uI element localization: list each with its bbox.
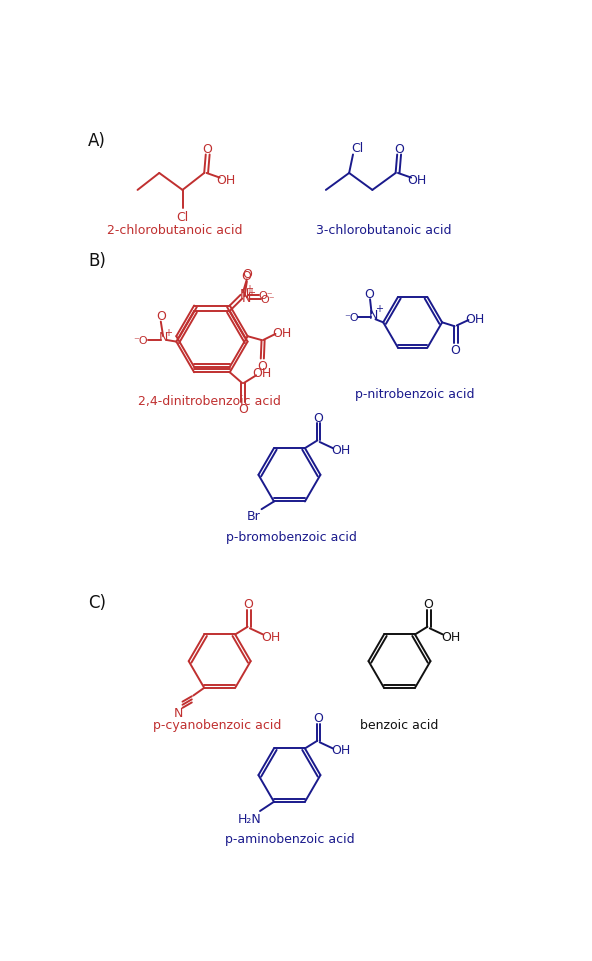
Text: +: +: [245, 283, 253, 293]
Text: OH: OH: [465, 312, 484, 326]
Text: benzoic acid: benzoic acid: [361, 718, 439, 731]
Text: OH: OH: [272, 327, 291, 339]
Text: O: O: [242, 267, 252, 281]
Text: Br: Br: [247, 509, 260, 522]
Text: O: O: [451, 343, 460, 357]
Text: OH: OH: [331, 444, 350, 456]
Text: O: O: [364, 287, 374, 300]
Text: O⁻: O⁻: [258, 290, 273, 301]
Text: H₂N: H₂N: [237, 812, 261, 825]
Text: O: O: [156, 309, 166, 323]
Text: O: O: [243, 598, 253, 610]
Text: OH: OH: [331, 744, 350, 756]
Text: Cl: Cl: [176, 210, 189, 223]
Text: N: N: [242, 291, 251, 305]
Text: O: O: [394, 142, 404, 156]
Text: p-aminobenzoic acid: p-aminobenzoic acid: [224, 832, 354, 845]
Text: A): A): [88, 133, 106, 150]
Text: 2-chlorobutanoic acid: 2-chlorobutanoic acid: [107, 224, 243, 237]
Text: B): B): [88, 252, 106, 270]
Text: ⁻O: ⁻O: [344, 312, 359, 323]
Text: 2,4-dinitrobenzoic acid: 2,4-dinitrobenzoic acid: [138, 395, 281, 408]
Text: N: N: [240, 287, 249, 301]
Text: p-nitrobenzoic acid: p-nitrobenzoic acid: [355, 387, 475, 401]
Text: OH: OH: [441, 629, 460, 643]
Text: C): C): [88, 594, 106, 612]
Text: OH: OH: [408, 173, 427, 186]
Text: O: O: [202, 142, 213, 156]
Text: O⁻: O⁻: [260, 295, 275, 305]
Text: OH: OH: [216, 173, 236, 186]
Text: +: +: [247, 287, 255, 297]
Text: N: N: [159, 332, 169, 344]
Text: O: O: [313, 711, 323, 725]
Text: +: +: [375, 305, 382, 314]
Text: O: O: [423, 598, 433, 610]
Text: N: N: [368, 308, 378, 322]
Text: p-cyanobenzoic acid: p-cyanobenzoic acid: [153, 718, 282, 731]
Text: Cl: Cl: [350, 142, 363, 155]
Text: N: N: [174, 706, 184, 719]
Text: 3-chlorobutanoic acid: 3-chlorobutanoic acid: [316, 224, 452, 237]
Text: O: O: [313, 411, 323, 425]
Text: O: O: [238, 403, 248, 415]
Text: O: O: [241, 270, 251, 283]
Text: OH: OH: [253, 366, 272, 380]
Text: +: +: [164, 328, 172, 337]
Text: p-bromobenzoic acid: p-bromobenzoic acid: [226, 530, 356, 543]
Text: OH: OH: [261, 629, 281, 643]
Text: O: O: [258, 359, 267, 373]
Text: ⁻O: ⁻O: [133, 335, 148, 346]
